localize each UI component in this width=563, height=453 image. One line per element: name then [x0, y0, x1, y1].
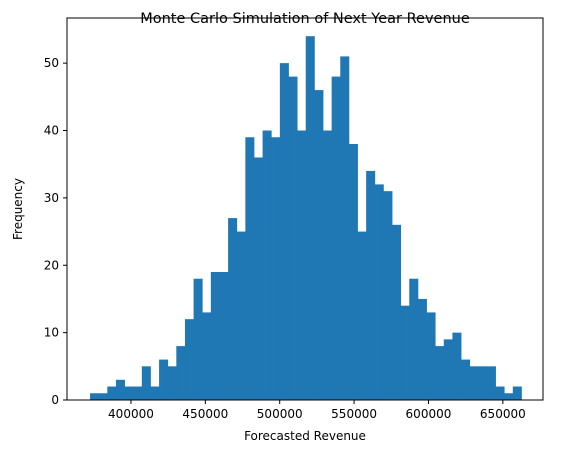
histogram-bar — [348, 143, 358, 400]
histogram-bar — [98, 393, 108, 400]
histogram-bar — [219, 271, 229, 400]
histogram-bar — [141, 366, 151, 400]
histogram-bar — [279, 63, 289, 400]
histogram-bar — [478, 366, 488, 400]
histogram-bar — [297, 130, 307, 400]
x-tick-label: 500000 — [257, 407, 303, 421]
histogram-bar — [512, 386, 522, 400]
x-tick-label: 400000 — [108, 407, 154, 421]
y-axis-ticks: 0 10 20 30 40 50 — [44, 56, 67, 407]
x-axis-label: Forecasted Revenue — [244, 429, 366, 443]
y-tick-label: 10 — [44, 326, 59, 340]
plot-frame — [66, 17, 544, 401]
histogram-bar — [245, 137, 255, 401]
histogram-bar — [495, 386, 505, 400]
y-tick-label: 20 — [44, 258, 59, 272]
histogram-bar — [228, 218, 238, 400]
histogram-bar — [469, 366, 479, 400]
chart-title: Monte Carlo Simulation of Next Year Reve… — [140, 11, 470, 27]
histogram-bar — [322, 130, 333, 400]
histogram-bar — [452, 332, 462, 400]
histogram-bar — [504, 393, 514, 400]
histogram-bar — [357, 231, 367, 400]
histogram-bar — [124, 386, 134, 400]
histogram-bar — [443, 339, 453, 400]
histogram-bar — [486, 366, 496, 400]
x-axis-ticks: 400000 450000 500000 550000 600000 650000 — [108, 400, 526, 421]
histogram-bar — [461, 359, 471, 400]
histogram-bar — [210, 271, 220, 400]
y-axis-label: Frequency — [11, 178, 25, 240]
histogram-bar — [409, 278, 419, 400]
histogram-bar — [236, 231, 246, 400]
histogram-bar — [340, 56, 350, 401]
histogram-bar — [115, 379, 125, 400]
histogram-bar — [176, 346, 186, 400]
histogram-bar — [253, 157, 264, 400]
x-tick-label: 600000 — [406, 407, 452, 421]
histogram-bar — [392, 224, 402, 400]
y-tick-label: 0 — [51, 393, 59, 407]
histogram-bar — [426, 312, 436, 400]
histogram-bar — [417, 298, 427, 400]
y-tick-label: 40 — [44, 124, 59, 138]
bars-group — [90, 36, 522, 401]
histogram-bar — [193, 278, 203, 400]
x-tick-label: 650000 — [480, 407, 526, 421]
histogram-bar — [133, 386, 143, 400]
histogram-bar — [366, 170, 376, 400]
histogram-bar — [400, 305, 410, 400]
histogram-bar — [374, 184, 384, 400]
histogram-bar — [167, 366, 177, 400]
histogram-bar — [271, 137, 281, 401]
histogram-bar — [150, 386, 160, 400]
histogram-bar — [305, 36, 315, 400]
histogram-bar — [288, 76, 298, 400]
histogram-bar — [331, 76, 341, 400]
y-tick-label: 30 — [44, 191, 59, 205]
histogram-bar — [435, 346, 445, 400]
histogram-bar — [314, 90, 324, 400]
histogram-bar — [202, 312, 212, 400]
x-tick-label: 550000 — [331, 407, 377, 421]
histogram-bar — [383, 191, 393, 400]
histogram-bar — [184, 319, 194, 400]
histogram-bar — [90, 393, 100, 400]
histogram-bar — [159, 359, 169, 400]
histogram-bar — [107, 386, 117, 400]
y-tick-label: 50 — [44, 56, 59, 70]
histogram-bar — [262, 130, 272, 400]
x-tick-label: 450000 — [182, 407, 228, 421]
